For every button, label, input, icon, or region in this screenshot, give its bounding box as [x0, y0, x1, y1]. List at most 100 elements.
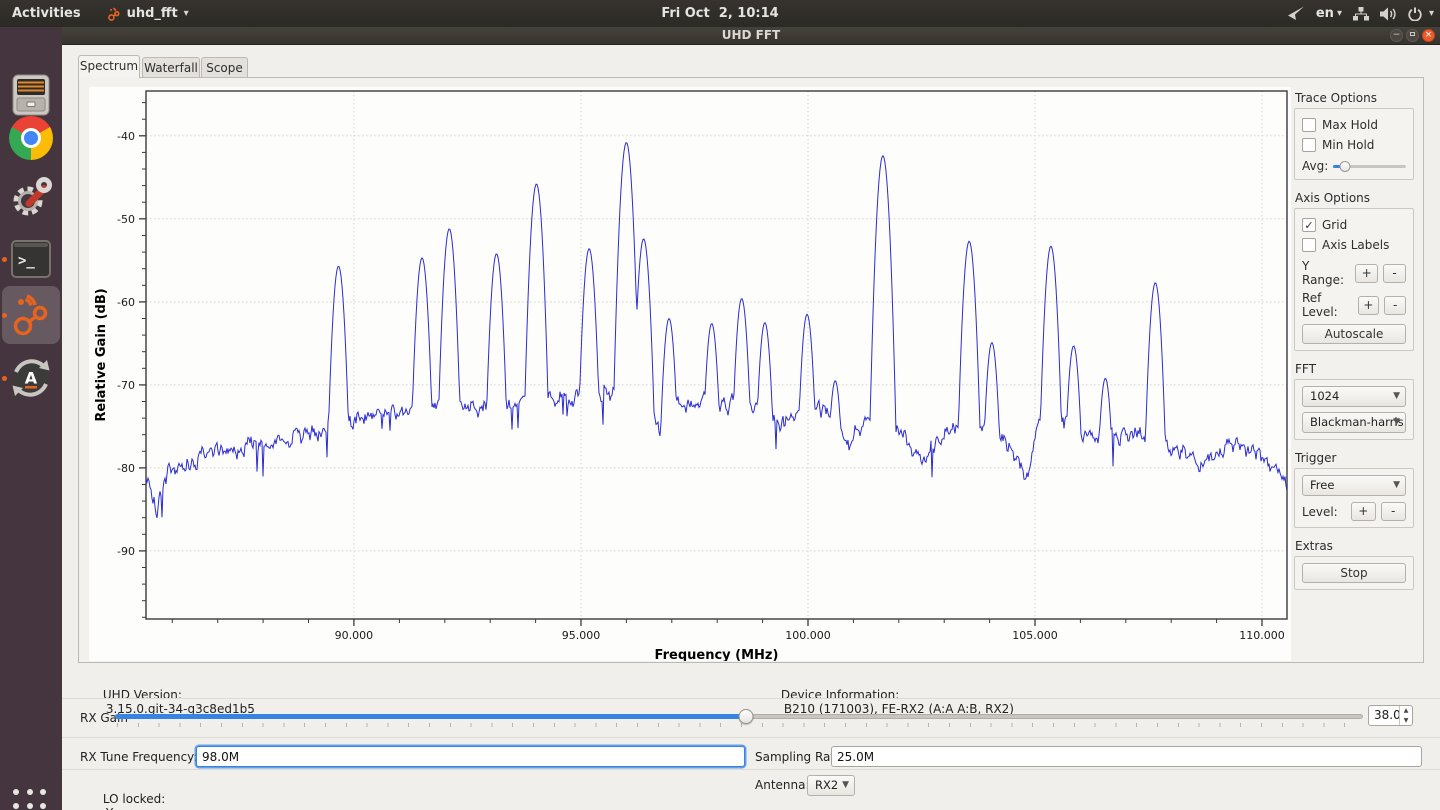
dock-item-chrome[interactable]	[9, 116, 53, 160]
top-panel: Activities uhd_fft ▾ Fri Oct 2, 10:14 en…	[0, 0, 1440, 27]
trigger-mode-select[interactable]: Free ▼	[1302, 475, 1406, 496]
trigger-level-minus-button[interactable]: -	[1381, 502, 1406, 521]
chevron-down-icon[interactable]: ▾	[1429, 8, 1434, 19]
axis-labels-row: Axis Labels	[1302, 235, 1406, 255]
tab-scope[interactable]: Scope	[201, 57, 248, 78]
close-button[interactable]: ×	[1422, 29, 1435, 42]
trigger-level-plus-button[interactable]: +	[1351, 502, 1376, 521]
fft-window-select[interactable]: Blackman-harris ▼	[1302, 412, 1406, 433]
network-icon[interactable]	[1353, 7, 1369, 21]
axis-options-group: ✓ Grid Axis Labels Y Range: + - Ref Leve…	[1294, 208, 1414, 351]
fft-size-select[interactable]: 1024 ▼	[1302, 386, 1406, 407]
min-hold-label: Min Hold	[1322, 138, 1374, 152]
avg-label: Avg:	[1302, 159, 1328, 173]
power-icon[interactable]	[1408, 7, 1422, 21]
spectrum-trace	[146, 143, 1287, 518]
fft-group: 1024 ▼ Blackman-harris ▼	[1294, 379, 1414, 440]
chevron-down-icon: ▼	[1393, 476, 1400, 495]
x-axis-label: Frequency (MHz)	[655, 648, 779, 661]
device-info-label: Device Information:	[781, 688, 899, 702]
antenna-label: Antenna:	[755, 778, 810, 792]
x-tick-label: 110.000	[1239, 629, 1285, 642]
gear-wrench-icon	[9, 176, 53, 220]
lo-locked-value: Yes	[106, 806, 125, 810]
spin-up-icon[interactable]: ▲	[1400, 706, 1412, 716]
tab-waterfall[interactable]: Waterfall	[142, 57, 200, 78]
antenna-select[interactable]: RX2 ▼	[807, 775, 855, 796]
y-range-minus-button[interactable]: -	[1383, 264, 1406, 283]
volume-icon[interactable]	[1380, 7, 1397, 21]
rx-tune-input[interactable]	[196, 746, 745, 767]
avg-slider[interactable]	[1333, 160, 1406, 173]
uhd-fft-window: Spectrum Waterfall Scope -40-50-60-70-80…	[62, 45, 1440, 810]
window-controls: − ×	[1390, 29, 1435, 42]
rx-gain-slider[interactable]	[115, 707, 1363, 727]
max-hold-label: Max Hold	[1322, 118, 1378, 132]
window-titlebar[interactable]: UHD FFT − ×	[62, 27, 1440, 45]
running-indicator-dot	[2, 257, 7, 262]
minimize-button[interactable]: −	[1390, 29, 1403, 42]
dock: >_ A	[0, 27, 62, 810]
min-hold-checkbox[interactable]	[1302, 138, 1316, 152]
spectrum-figure-svg[interactable]: -40-50-60-70-80-9090.00095.000100.000105…	[89, 87, 1291, 661]
show-applications-button[interactable]	[13, 789, 49, 810]
file-cabinet-icon	[9, 73, 53, 117]
autoscale-button[interactable]: Autoscale	[1302, 324, 1406, 344]
gnuradio-icon	[9, 293, 53, 337]
y-tick-label: -50	[117, 213, 135, 226]
avg-slider-handle[interactable]	[1339, 161, 1350, 172]
gnuradio-mini-icon	[107, 7, 121, 21]
app-menu-label: uhd_fft	[127, 6, 178, 21]
rx-gain-value: 38.0	[1374, 708, 1401, 722]
clock[interactable]: Fri Oct 2, 10:14	[0, 6, 1440, 21]
activities-button[interactable]: Activities	[0, 0, 93, 27]
system-tray: en ▾ ▾	[1288, 0, 1434, 27]
tab-spectrum[interactable]: Spectrum	[78, 55, 140, 78]
y-axis-label: Relative Gain (dB)	[94, 288, 109, 421]
y-tick-label: -40	[117, 130, 135, 143]
max-hold-row: Max Hold	[1302, 115, 1406, 135]
axis-labels-label: Axis Labels	[1322, 238, 1389, 252]
axis-options-title: Axis Options	[1295, 191, 1414, 205]
uhd-version-label: UHD Version:	[103, 688, 182, 702]
dock-item-gnuradio[interactable]	[9, 293, 53, 337]
grid-checkbox[interactable]: ✓	[1302, 218, 1316, 232]
stop-button[interactable]: Stop	[1302, 563, 1406, 583]
rx-gain-slider-handle[interactable]	[739, 709, 754, 724]
max-hold-checkbox[interactable]	[1302, 118, 1316, 132]
software-updater-icon: A	[9, 356, 53, 400]
rx-tune-label: RX Tune Frequency:	[80, 750, 197, 764]
language-indicator[interactable]: en ▾	[1316, 6, 1342, 21]
chevron-down-icon: ▼	[1393, 413, 1400, 432]
rx-gain-spinbox[interactable]: 38.0 ▲ ▼	[1368, 705, 1413, 726]
dock-item-terminal[interactable]: >_	[9, 237, 53, 281]
x-tick-label: 95.000	[562, 629, 601, 642]
trigger-group: Free ▼ Level: + -	[1294, 468, 1414, 528]
sampling-rate-input[interactable]	[831, 746, 1422, 767]
maximize-button[interactable]	[1406, 29, 1419, 42]
chevron-down-icon: ▾	[1337, 8, 1342, 19]
running-indicator-dot	[2, 313, 7, 318]
ref-level-plus-button[interactable]: +	[1358, 296, 1380, 315]
running-indicator-dot	[2, 376, 7, 381]
fft-window-value: Blackman-harris	[1310, 415, 1404, 429]
dock-item-files[interactable]	[9, 73, 53, 117]
spectrum-figure: -40-50-60-70-80-9090.00095.000100.000105…	[89, 87, 1291, 661]
ref-level-label: Ref Level:	[1302, 291, 1353, 319]
x-tick-label: 90.000	[335, 629, 374, 642]
send-icon[interactable]	[1288, 6, 1305, 21]
rx-gain-slider-ticks	[117, 723, 1361, 727]
trigger-mode-value: Free	[1310, 478, 1334, 492]
dock-item-software-updater[interactable]: A	[9, 356, 53, 400]
x-tick-label: 105.000	[1012, 629, 1058, 642]
y-range-plus-button[interactable]: +	[1355, 264, 1378, 283]
axis-labels-checkbox[interactable]	[1302, 238, 1316, 252]
y-tick-label: -60	[117, 296, 135, 309]
app-menu[interactable]: uhd_fft ▾	[107, 0, 189, 27]
min-hold-row: Min Hold	[1302, 135, 1406, 155]
dock-item-system-tools[interactable]	[9, 176, 53, 220]
lo-locked: LO locked: Yes	[80, 778, 165, 810]
spin-down-icon[interactable]: ▼	[1400, 716, 1412, 726]
trigger-title: Trigger	[1295, 451, 1414, 465]
ref-level-minus-button[interactable]: -	[1384, 296, 1406, 315]
